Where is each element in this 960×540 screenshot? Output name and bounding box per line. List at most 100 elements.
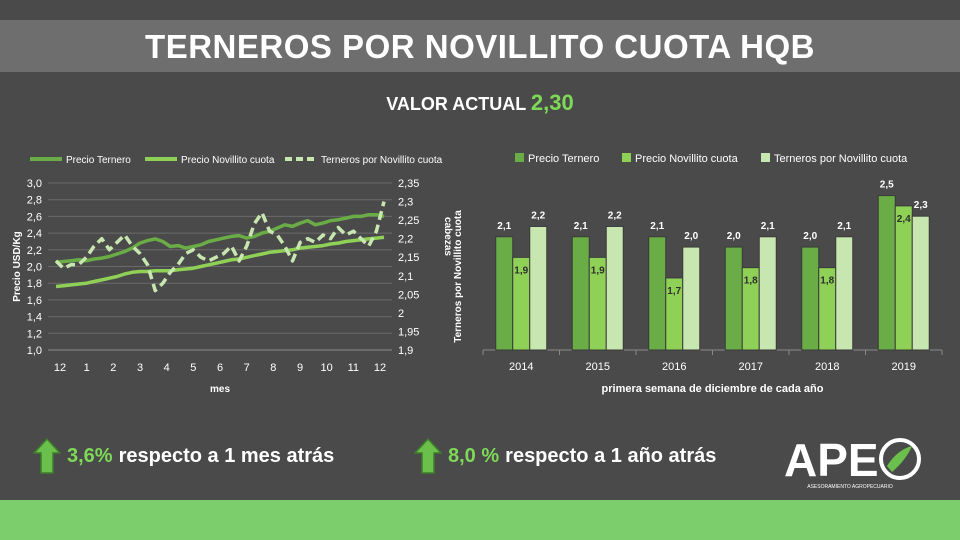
x-tick-label: 3 [137,362,143,374]
y-left-tick-label: 2,0 [27,262,42,274]
data-label: 2,3 [914,200,928,211]
y-left-axis-label: Precio USD/Kg [12,231,23,302]
footer-band [0,500,960,540]
x-tick-label: 11 [348,362,359,374]
y-left-tick-label: 1,6 [27,295,42,307]
bar-1 [571,236,590,351]
y-right-tick-label: 2,25 [398,215,419,227]
data-label: 2,0 [684,231,698,242]
logo-text: APE [784,434,879,486]
bar-2 [894,205,913,351]
bar-3 [605,225,624,351]
legend-label: Precio Ternero [66,155,131,166]
y-right-tick-label: 2,1 [398,271,413,283]
bar-3 [529,225,548,351]
data-label: 2,1 [574,221,588,232]
current-value-line: VALOR ACTUAL 2,30 [0,90,960,116]
y-right-outer-label: Terneros por Novillito cuota [453,210,464,343]
y-left-tick-label: 1,4 [27,312,42,324]
x-tick-label: 2015 [586,361,610,373]
legend-label: Terneros por Novillito cuota [321,155,443,166]
page-title: TERNEROS POR NOVILLITO CUOTA HQB [145,28,815,65]
data-label: 2,2 [608,210,622,221]
x-tick-label: 12 [54,362,66,374]
x-tick-label: 8 [270,362,276,374]
title-band [0,20,960,72]
x-tick-label: 9 [297,362,303,374]
y-left-tick-label: 1,2 [27,328,42,340]
data-label: 1,7 [667,286,681,297]
bar-3 [758,236,777,351]
data-label: 1,8 [744,276,758,287]
data-label: 2,0 [803,231,817,242]
data-label: 2,2 [531,210,545,221]
bar-1 [801,246,820,351]
y-left-tick-label: 1,8 [27,278,42,290]
series-line-2 [55,235,385,289]
data-label: 2,5 [880,180,894,191]
y-right-tick-label: 2,35 [398,178,419,190]
data-label: 2,1 [837,221,851,232]
legend-label: Precio Ternero [528,153,599,165]
x-axis-label: primera semana de diciembre de cada año [602,383,824,395]
bar-1 [648,236,667,351]
series-line-1 [55,212,385,265]
stat-month-text: respecto a 1 mes atrás [118,444,335,467]
x-axis-label: mes [210,384,230,395]
y-right-tick-label: 1,95 [398,326,419,338]
legend-label: Precio Novillito cuota [181,155,275,166]
line-chart: 1,0 1,2 1,4 1,6 1,8 2,0 2,2 2,4 2,6 2,8 3,0 1,9 1,95… [12,155,464,395]
y-left-tick-label: 2,8 [27,195,42,207]
x-tick-label: 10 [321,362,333,374]
logo-subtitle: ASESORAMIENTO AGROPECUARIO [807,484,893,490]
bar-3 [835,236,854,351]
x-tick-label: 5 [190,362,196,374]
bar-1 [877,195,896,351]
data-label: 1,8 [820,276,834,287]
y-right-tick-label: 1,9 [398,345,413,357]
data-label: 1,9 [514,265,528,276]
y-right-tick-label: 2,3 [398,197,413,209]
y-left-tick-label: 3,0 [27,178,42,190]
y-right-tick-label: 2,05 [398,289,419,301]
stat-month: 3,6% respecto a 1 mes atrás [33,438,334,474]
bar-3 [682,246,701,351]
stat-year-pct: 8,0 % [448,444,500,467]
x-tick-label: 7 [244,362,250,374]
y-right-tick-label: 2 [398,308,404,320]
x-tick-label: 2014 [509,361,533,373]
stat-month-pct: 3,6% [67,444,113,467]
data-label: 2,4 [897,214,911,225]
current-value-label: VALOR ACTUAL [386,94,526,114]
x-tick-label: 2 [110,362,116,374]
y-left-tick-label: 2,4 [27,228,42,240]
data-label: 2,1 [497,221,511,232]
data-label: 2,0 [727,231,741,242]
y-right-tick-label: 2,15 [398,252,419,264]
legend-swatch [761,153,770,162]
x-tick-label: 2018 [815,361,839,373]
stat-year-text: respecto a 1 año atrás [505,444,717,467]
data-label: 1,9 [591,265,605,276]
legend-swatch [622,153,631,162]
bar-1 [724,246,743,351]
x-tick-label: 12 [374,362,386,374]
x-tick-label: 2016 [662,361,686,373]
x-tick-label: 6 [217,362,223,374]
data-label: 2,1 [761,221,775,232]
arrow-up-icon [33,438,61,474]
y-left-tick-label: 1,0 [27,345,42,357]
bar-chart: 2014 2,1 1,9 2,2 2015 2,1 1,9 2,2 2016 2,1 1,7 2,0 2… [482,153,943,395]
legend-label: Precio Novillito cuota [635,153,739,165]
x-tick-label: 1 [84,362,90,374]
y-left-tick-label: 2,6 [27,211,42,223]
current-value: 2,30 [530,90,574,115]
series-line-3 [54,201,386,293]
data-label: 2,1 [650,221,664,232]
legend-label: Terneros por Novillito cuota [774,153,908,165]
x-tick-label: 4 [164,362,170,374]
legend-swatch [515,153,524,162]
ape-logo: APE ASESORAMIENTO AGROPECUARIO [784,434,921,490]
y-right-axis-label: cabezas [442,217,453,256]
bar-3 [911,215,930,351]
